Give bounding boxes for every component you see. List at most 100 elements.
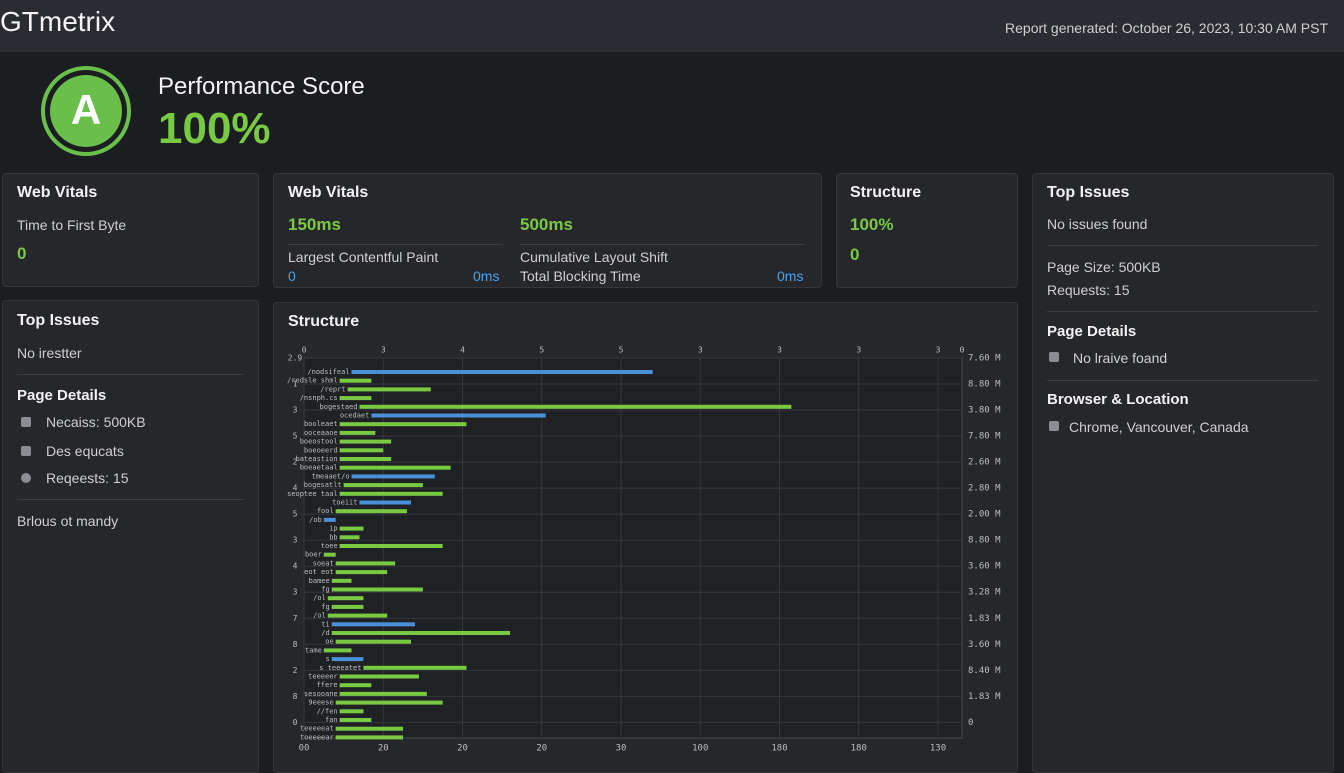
icon — [21, 473, 31, 483]
left-label: 3 — [293, 588, 298, 597]
divider — [1047, 380, 1318, 381]
metric-label: Total Blocking Time — [520, 268, 641, 284]
metric-value: 0ms — [777, 268, 804, 284]
x-tick-label: 100 — [692, 744, 708, 754]
row-label: boer — [305, 551, 322, 559]
header — [0, 0, 1344, 52]
row-label: /ob — [309, 516, 322, 524]
left-label: 0 — [293, 718, 298, 727]
row-label: /nodsifeal — [307, 368, 349, 376]
bar — [339, 448, 384, 453]
row-label: bogesatlt — [304, 481, 342, 489]
card-title: Structure — [288, 313, 360, 330]
card-title: Top Issues — [1047, 184, 1130, 201]
bar — [331, 578, 352, 583]
bar — [351, 370, 653, 374]
row-label: bateastion — [296, 455, 338, 463]
row-label: ti — [321, 620, 329, 628]
right-label: 7.80 M — [968, 432, 1001, 442]
metric-value: 0 — [17, 244, 27, 263]
grade-badge: A — [41, 66, 131, 156]
right-label: 7.60 M — [968, 354, 1001, 364]
row-label: s teeeatet — [319, 664, 361, 672]
logo[interactable]: GTmetrix — [0, 6, 116, 37]
x-tick-label: 20 — [457, 744, 468, 754]
info: Page Size: 500KB — [1047, 259, 1161, 275]
card — [273, 173, 822, 288]
section-title: Browser & Location — [1047, 391, 1189, 408]
row-label: /ol — [313, 594, 326, 602]
row-label: /nsnph.cs — [300, 394, 338, 402]
card — [836, 173, 1018, 288]
left-label: 4 — [293, 562, 298, 571]
top-label: 5 — [619, 346, 624, 355]
divider — [1047, 311, 1318, 312]
top-label: 3 — [936, 346, 941, 355]
divider — [17, 499, 243, 500]
right-label: 3.60 M — [968, 640, 1001, 650]
bar — [335, 735, 404, 740]
row-label: booleaet — [304, 420, 338, 428]
bar — [339, 457, 392, 461]
left-label: 7 — [293, 614, 298, 623]
bar — [339, 544, 443, 548]
bar — [371, 413, 546, 418]
bar — [331, 657, 364, 662]
bar — [339, 535, 360, 540]
bar — [335, 561, 396, 566]
icon — [1049, 421, 1059, 431]
bar — [339, 439, 392, 444]
status: No issues found — [1047, 216, 1148, 232]
x-tick-label: 30 — [616, 744, 627, 754]
row-label: fg — [321, 603, 329, 611]
row-label: /reprt — [320, 385, 345, 393]
left-label: 5 — [293, 432, 298, 441]
bar — [323, 648, 352, 653]
divider — [288, 244, 503, 245]
row-label: s — [326, 655, 330, 663]
icon — [21, 446, 31, 456]
section-title: Page Details — [1047, 323, 1137, 340]
row-label: ocedaet — [340, 412, 370, 420]
x-tick-label: 00 — [299, 744, 310, 754]
bar — [327, 596, 364, 601]
bar — [339, 396, 372, 401]
row-label: eot eot — [304, 568, 334, 576]
left-label: 2.9 — [288, 354, 303, 363]
bar — [339, 422, 467, 427]
bar — [339, 674, 419, 679]
row-label: ffere — [317, 681, 338, 689]
right-label: 3.60 M — [968, 562, 1001, 572]
left-label: 4 — [293, 484, 298, 493]
left-label: 5 — [293, 510, 298, 519]
divider — [520, 244, 805, 245]
right-label: 3.28 M — [968, 588, 1001, 598]
row-label: oe — [325, 638, 333, 646]
row-label: boeostool — [300, 438, 338, 446]
row-label: tame — [305, 646, 322, 654]
grade-fill — [50, 75, 122, 147]
right-label: 2.00 M — [968, 510, 1001, 520]
card-title: Structure — [850, 184, 922, 201]
card — [2, 173, 259, 287]
right-label: 1.83 M — [968, 692, 1001, 702]
right-label: 1.83 M — [968, 614, 1001, 624]
row-label: fan — [325, 716, 338, 724]
row-label: bamee — [309, 577, 330, 585]
score-title: Performance Score — [158, 73, 365, 100]
info: Reqeests: 15 — [46, 470, 129, 486]
left-label: 3 — [293, 406, 298, 415]
bar — [339, 709, 364, 714]
x-tick-label: 180 — [851, 744, 867, 754]
row-label: ip — [329, 525, 337, 533]
row-label: tmeaaet/o — [312, 472, 350, 480]
right-label: 8.40 M — [968, 666, 1001, 676]
bar — [323, 517, 336, 522]
row-label: //fen — [317, 707, 338, 715]
left-label: 2 — [293, 458, 298, 467]
info: No lraive foand — [1073, 350, 1168, 366]
bar — [339, 683, 372, 688]
top-label: 0 — [960, 346, 965, 355]
